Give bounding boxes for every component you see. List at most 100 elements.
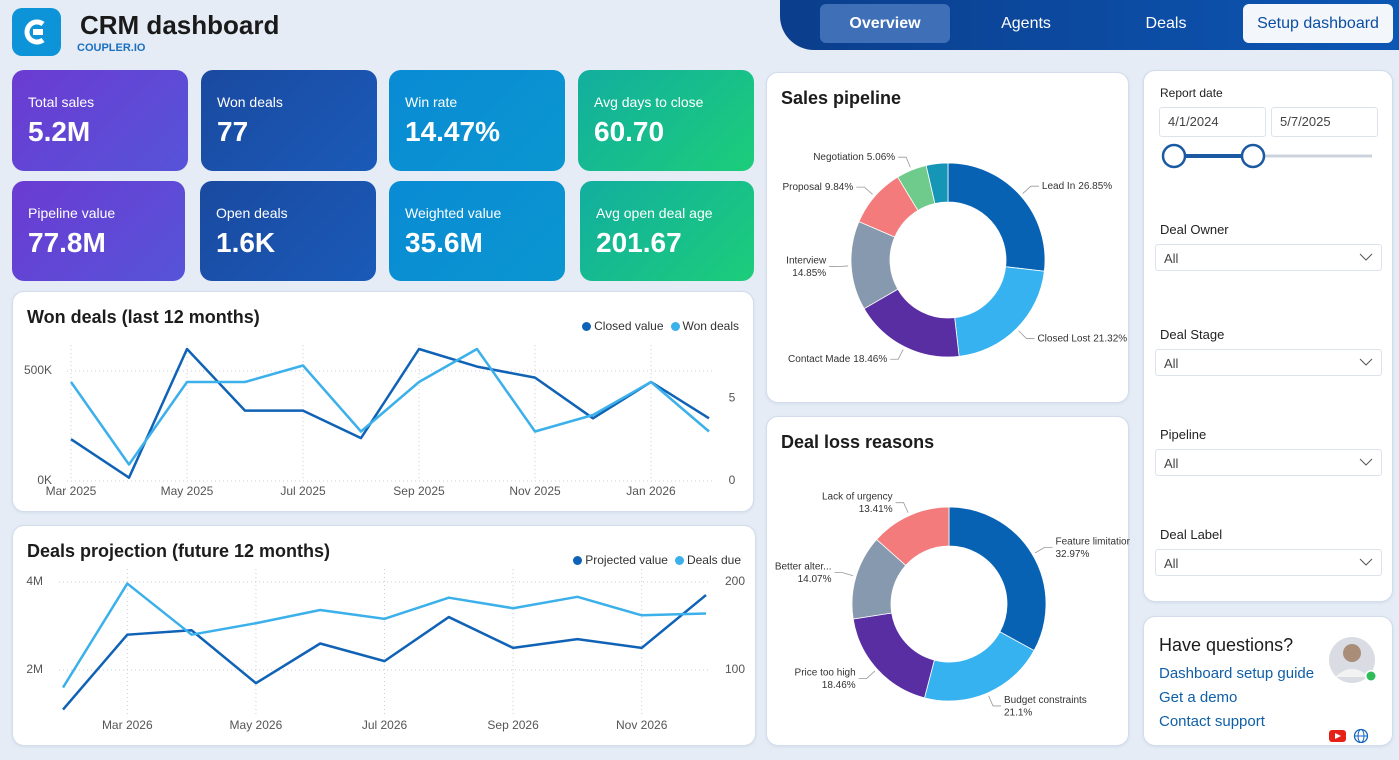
legend: Projected value Deals due [569,553,741,567]
dropdown[interactable]: All [1155,244,1382,271]
x-tick-label: Nov 2026 [616,718,668,732]
chart: Mar 2025 May 2025 Jul 2025 Sep 2025 Nov 2025… [24,345,736,498]
logo [12,8,61,56]
chart: Lead In 26.85% Closed Lost 21.32% Contact Ma… [782,152,1127,365]
help-title: Have questions? [1159,635,1294,655]
help-icons [1329,637,1377,743]
leader-line [895,502,909,513]
dropdown[interactable]: All [1155,449,1382,476]
date-slider[interactable] [1144,141,1394,171]
chart-title: Won deals (last 12 months) [27,307,260,327]
dropdown[interactable]: All [1155,349,1382,376]
brand: COUPLER.IO [77,42,146,54]
kpi-label: Pipeline value [28,205,116,221]
help-link[interactable]: Contact support [1159,713,1265,730]
nav-tab[interactable]: Agents [1001,15,1051,32]
slice-label-value: 18.46% [822,680,856,691]
kpi-card: Weighted value 35.6M [389,181,565,281]
y2-tick-label: 200 [725,574,745,588]
kpi-label: Win rate [405,94,458,110]
kpi-label: Open deals [216,205,288,221]
nav-tab[interactable]: Deals [1145,15,1187,32]
slice-label-name: Contact Made [788,354,851,365]
dropdown[interactable]: All [1155,549,1382,576]
x-tick-label: Sep 2026 [487,718,539,732]
filter-label: Deal Owner [1160,222,1229,237]
filter-label: Deal Label [1160,527,1223,542]
dropdown-value: All [1164,456,1179,471]
slice-label: Price too high 18.46% [795,667,856,691]
date-input[interactable]: 5/7/2025 [1271,107,1378,137]
kpi-card: Win rate 14.47% [389,70,565,171]
x-tick-label: Mar 2026 [102,718,153,732]
kpi-card: Avg days to close 60.70 [578,70,754,171]
y-tick-label: 500K [24,363,52,377]
y2-tick-label: 5 [729,391,736,405]
chart-card: Won deals (last 12 months) Closed value W… [12,291,754,512]
legend: Closed value Won deals [578,319,739,333]
legend-swatch [674,555,684,565]
slice-label-value: 21.32% [1093,333,1127,344]
x-tick-label: Jul 2025 [280,484,326,498]
help-link[interactable]: Dashboard setup guide [1159,665,1315,682]
slice-label: Better alter... 14.07% [775,561,832,585]
y-tick-label: 2M [26,662,43,676]
kpi-card: Won deals 77 [201,70,377,171]
dropdown-value: All [1164,356,1179,371]
x-tick-label: Sep 2025 [393,484,445,498]
date-input[interactable]: 4/1/2024 [1159,107,1266,137]
leader-line [1022,185,1039,194]
slice-label-value: 32.97% [1055,549,1089,560]
x-tick-label: Nov 2025 [509,484,561,498]
slice-label: Interview 14.85% [786,255,827,278]
kpi-card: Total sales 5.2M [12,70,188,171]
leader-line [890,349,904,360]
pie-slice [852,612,935,699]
slice-label-name: Budget constraints [1004,695,1087,706]
chart: Mar 2026 May 2026 Jul 2026 Sep 2026 Nov 2026… [26,569,745,732]
kpi-label: Avg open deal age [596,205,713,221]
legend-swatch [582,321,592,331]
slice-label-name: Closed Lost [1037,333,1090,344]
series-line [62,594,707,711]
kpi-value: 1.6K [216,227,276,258]
help-link[interactable]: Get a demo [1159,689,1238,706]
leader-line [856,186,873,195]
slice-label-name: Lack of urgency [822,491,893,502]
filter-panel: Report date 4/1/2024 5/7/2025 Deal Owner… [1143,70,1393,602]
leader-line [988,695,1001,707]
slice-label-name: Interview [786,255,827,266]
kpi-label: Won deals [217,94,283,110]
leader-line [1034,546,1053,554]
slice-label-value: 13.41% [859,504,893,515]
leader-line [834,572,854,577]
slice-label-value: 26.85% [1078,181,1112,192]
kpi-label: Avg days to close [594,94,704,110]
slice-label-value: 9.84% [825,182,853,193]
slice-label: Feature limitations 32.97% [1055,536,1130,560]
setup-button[interactable]: Setup dashboard [1243,4,1393,43]
chart-title: Deal loss reasons [781,432,935,452]
leader-line [858,670,876,679]
legend-swatch [670,321,680,331]
x-tick-label: Jan 2026 [626,484,676,498]
legend-label: Won deals [682,319,739,333]
slice-label: Lead In 26.85% [1042,181,1112,192]
series-line [69,347,710,466]
x-tick-label: Jul 2026 [362,718,408,732]
slice-label-name: Negotiation [813,152,864,163]
x-tick-label: May 2025 [161,484,214,498]
kpi-card: Avg open deal age 201.67 [580,181,754,281]
y-tick-label: 0K [37,473,52,487]
dropdown-value: All [1164,556,1179,571]
slice-label: Negotiation 5.06% [813,152,895,163]
slice-label: Budget constraints 21.1% [1004,695,1087,719]
slice-label: Lack of urgency 13.41% [822,491,893,514]
pie-slice [948,506,1047,652]
nav-tab-active[interactable]: Overview [820,4,950,43]
chart-card: Deals projection (future 12 months) Proj… [12,525,756,746]
pie-slice [925,162,949,204]
dropdown-value: All [1164,251,1179,266]
pie-slice [924,631,1035,702]
